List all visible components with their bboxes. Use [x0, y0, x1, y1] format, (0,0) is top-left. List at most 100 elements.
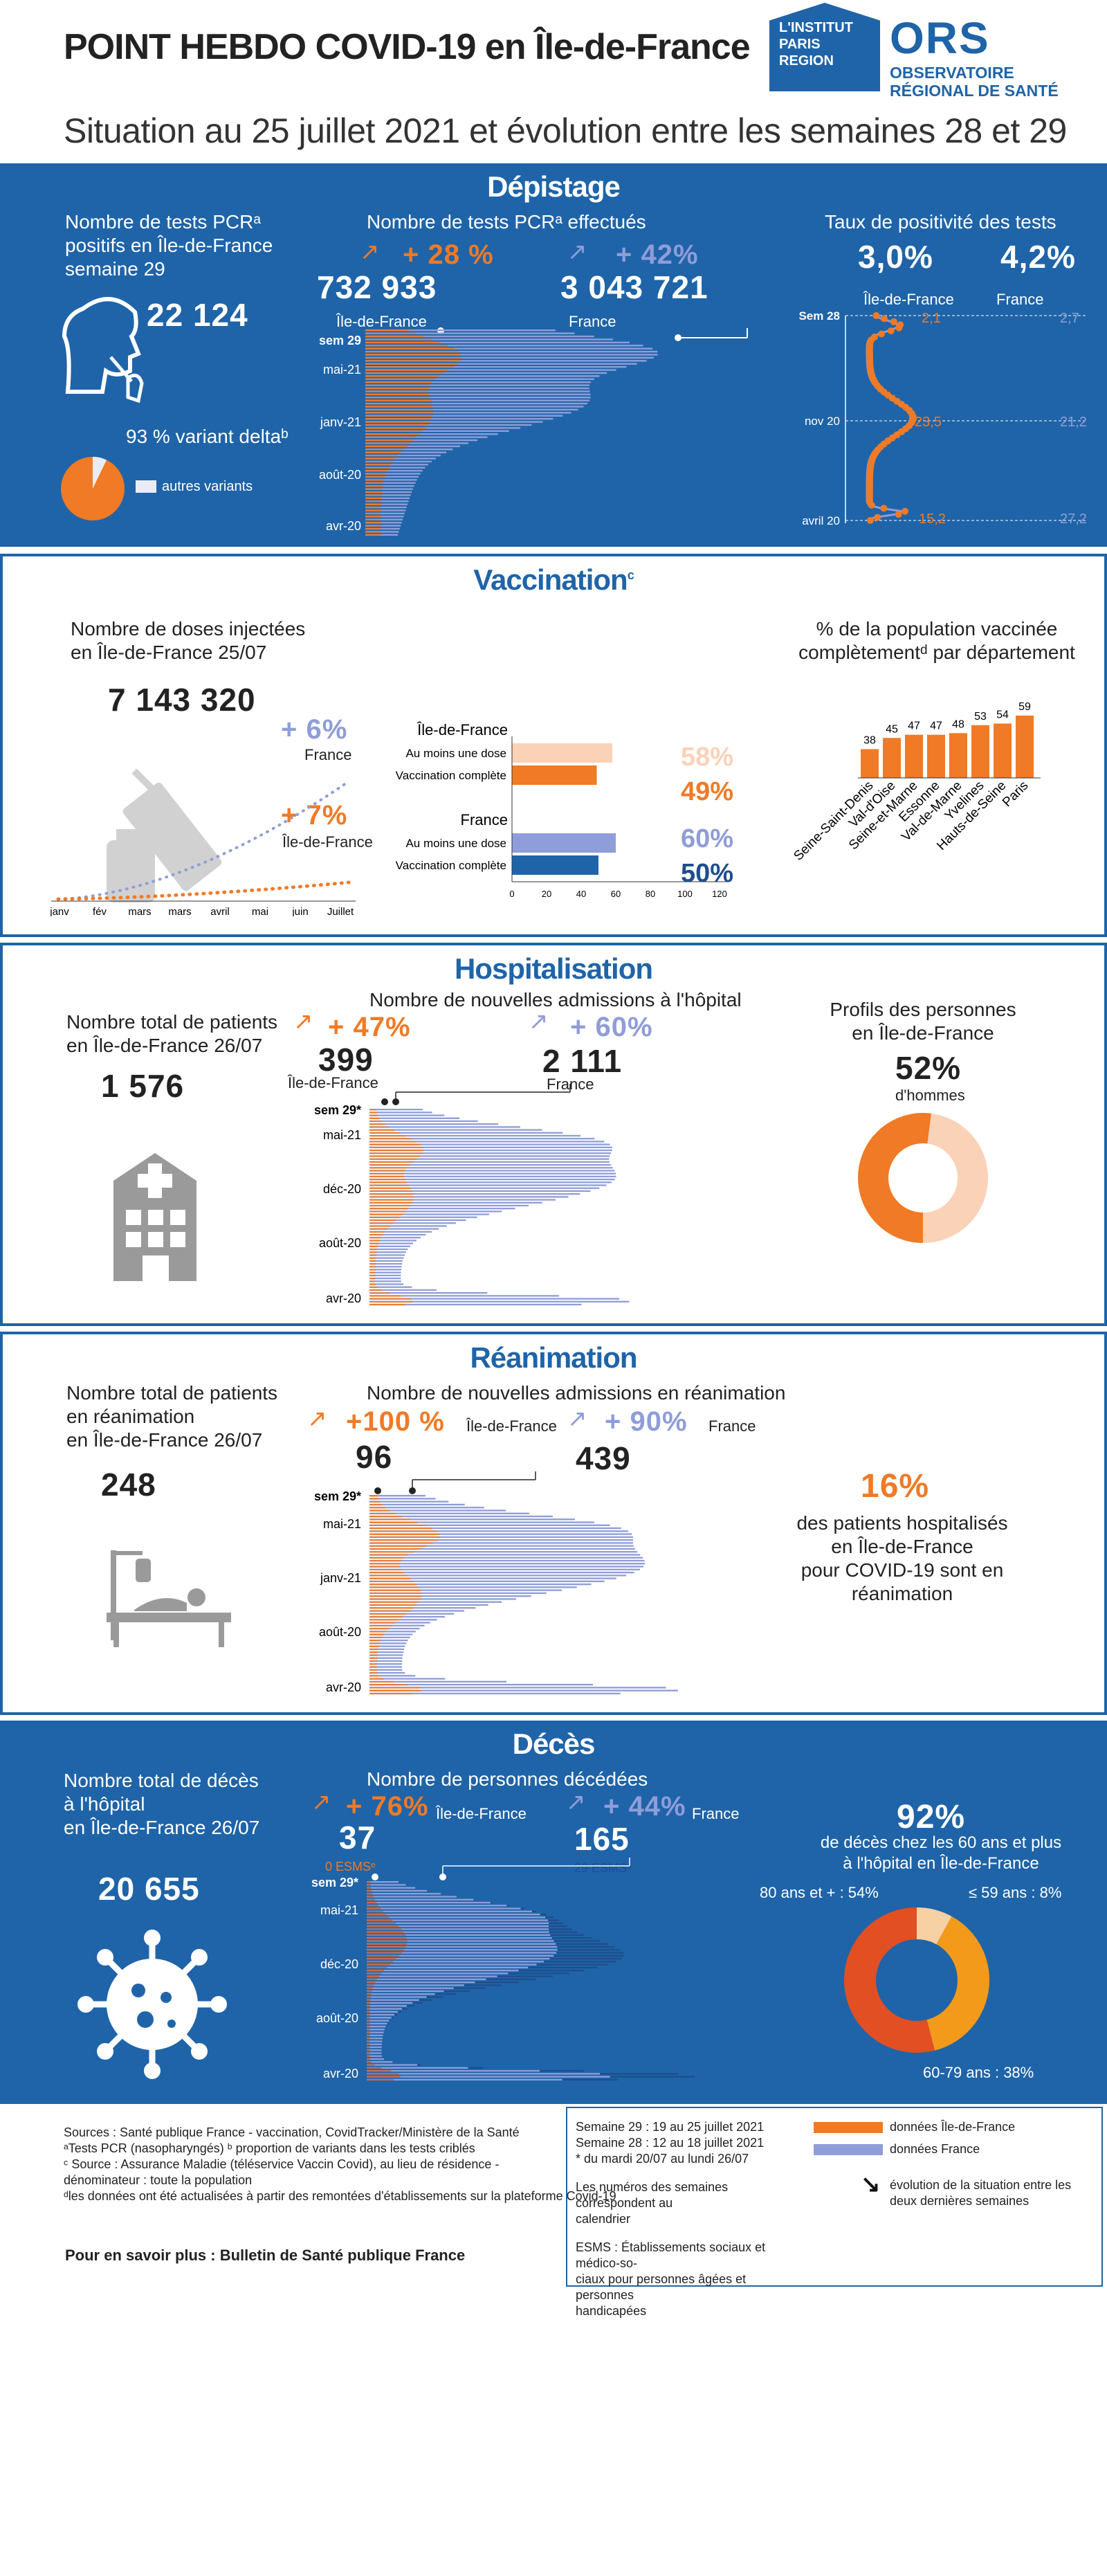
bar-idf	[367, 2040, 370, 2042]
bar-idf	[369, 1584, 417, 1586]
bar-idf	[369, 1141, 417, 1143]
tick-label: janv-21	[320, 1571, 361, 1585]
bar-france	[369, 1559, 645, 1562]
bar-france	[365, 512, 405, 515]
bar-idf	[369, 1554, 408, 1556]
bar-france	[369, 1536, 633, 1539]
bar-esms	[473, 1898, 475, 1901]
age-pct: 92%	[897, 1799, 966, 1835]
positivity-point	[866, 517, 874, 524]
bar-france	[365, 439, 478, 442]
bar-idf	[367, 2067, 382, 2069]
dept-name-label: Paris	[1000, 779, 1031, 810]
bar-idf	[365, 415, 433, 417]
bar-idf	[369, 1202, 412, 1204]
bar-idf	[365, 357, 461, 359]
label-line: en Île-de-France	[831, 1536, 973, 1557]
bar-france	[365, 509, 406, 511]
bar-esms	[389, 2020, 391, 2022]
bar-france	[369, 1645, 405, 1647]
month-label: mars	[128, 906, 151, 916]
bar-france	[365, 518, 403, 520]
bar-idf	[369, 1138, 412, 1140]
bar-esms	[497, 1975, 554, 1977]
bar-idf	[369, 1181, 408, 1183]
tick-label: 80	[646, 889, 655, 899]
section-title: Décès	[512, 1727, 596, 1760]
bar-france	[365, 466, 426, 469]
bar-idf	[367, 1949, 405, 1951]
bar-france	[369, 1132, 563, 1134]
bar-france	[369, 1689, 678, 1691]
deaths-total-label: Nombre total de décès à l'hôpital en Île…	[64, 1769, 259, 1840]
bar-idf	[369, 1242, 379, 1244]
bar-idf	[367, 2011, 370, 2013]
bar-esms	[506, 1905, 509, 1907]
bar-idf	[369, 1645, 379, 1647]
vacc-fr-label: France	[304, 746, 352, 763]
group-label: France	[461, 811, 508, 828]
bar-idf	[369, 1225, 390, 1227]
note-line: handicapées	[576, 2304, 647, 2318]
bar-idf	[365, 363, 457, 365]
bar-idf	[367, 2035, 370, 2037]
bar-idf	[365, 406, 433, 408]
bar-label: Vaccination complète	[396, 859, 506, 872]
bar-france	[365, 335, 594, 338]
bar-france	[365, 479, 417, 481]
bar-idf	[369, 1271, 376, 1273]
bar-idf	[365, 507, 381, 509]
bar-idf	[367, 1990, 372, 1993]
bar-france	[365, 350, 658, 353]
tick-label: 40	[576, 889, 586, 899]
bar-esms	[556, 1943, 608, 1945]
section-depistage: Dépistage Nombre de tests PCRᵃ positifs …	[0, 163, 1107, 547]
rea-fr-value: 439	[576, 1440, 631, 1476]
rea-admissions-title: Nombre de nouvelles admissions en réanim…	[367, 1382, 786, 1404]
label-line: en Île-de-France	[852, 1022, 994, 1044]
bar-france	[369, 1204, 529, 1207]
bar-france	[365, 378, 594, 381]
dept-bar	[883, 738, 901, 778]
bar-france	[369, 1260, 403, 1262]
bar-france	[367, 2064, 418, 2066]
bar-idf	[367, 2052, 370, 2054]
note-line: deux dernières semaines	[890, 2194, 1030, 2208]
bar-idf	[369, 1681, 394, 1683]
bar-idf	[369, 1257, 376, 1259]
arrow-up-icon: ↗	[566, 1789, 586, 1815]
bar-france	[367, 2073, 601, 2075]
bar-france	[367, 2020, 390, 2022]
bar-france	[369, 1551, 638, 1553]
bar-idf	[367, 1881, 371, 1883]
bar-france	[367, 2022, 387, 2025]
label-line: Profils des personnes	[830, 999, 1016, 1020]
rea-fr-change: + 90%	[605, 1406, 688, 1437]
weeks-legend: Semaine 29 : 19 au 25 juillet 2021 Semai…	[576, 2119, 804, 2319]
positivity-point	[874, 514, 881, 521]
bar-idf	[365, 476, 385, 478]
bar-france	[369, 1648, 405, 1651]
bar-idf	[369, 1222, 394, 1224]
bar-idf	[369, 1275, 376, 1277]
bar-france	[369, 1515, 553, 1518]
bar-esms	[520, 1907, 524, 1910]
bar-france	[369, 1631, 416, 1633]
more-info-link[interactable]: Pour en savoir plus : Bulletin de Santé …	[65, 2247, 466, 2264]
bar-france	[369, 1575, 627, 1577]
bar-value-label: 50%	[681, 859, 733, 888]
bar-france	[369, 1222, 456, 1224]
arrow-up-icon: ↗	[360, 239, 380, 265]
bar-france	[369, 1291, 488, 1294]
bar-idf	[365, 372, 444, 374]
bar-france	[369, 1660, 403, 1662]
bar-france	[365, 491, 412, 493]
bar-france	[369, 1257, 404, 1259]
bar-idf	[369, 1193, 414, 1195]
bar-idf	[369, 1593, 422, 1595]
bar-france	[369, 1654, 403, 1656]
bar-idf	[369, 1251, 377, 1253]
bar-idf	[369, 1504, 383, 1506]
bar-france	[367, 1987, 454, 1989]
bar-idf	[367, 1919, 393, 1921]
